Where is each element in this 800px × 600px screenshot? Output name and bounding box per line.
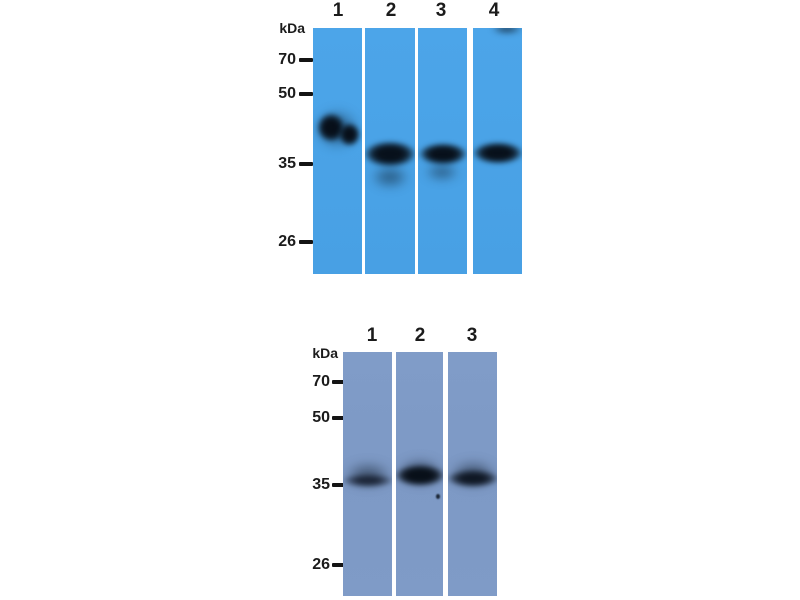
top-marker-35-tick [299, 162, 313, 166]
top-marker-70: 70 [278, 51, 296, 68]
bottom-lane-3 [448, 352, 497, 596]
top-marker-35: 35 [278, 155, 296, 172]
bottom-marker-35: 35 [312, 476, 330, 493]
top-lane4-band-36kda [473, 141, 522, 165]
top-marker-50: 50 [278, 85, 296, 102]
bottom-lane-label-1: 1 [366, 325, 378, 346]
bottom-lane-label-3: 3 [466, 325, 478, 346]
top-lane3-band-36kda [418, 142, 467, 166]
top-lane-3 [418, 28, 467, 274]
bottom-lane1-band-35kda [343, 473, 392, 488]
top-marker-70-tick [299, 58, 313, 62]
bottom-marker-50: 50 [312, 409, 330, 426]
top-lane-label-4: 4 [488, 0, 500, 21]
bottom-lane2-band-36kda [396, 464, 443, 487]
bottom-marker-26-tick [332, 563, 344, 567]
top-lane3-band-shadow [422, 162, 462, 182]
top-marker-26: 26 [278, 233, 296, 250]
bottom-lane-2 [396, 352, 443, 596]
bottom-lane-label-2: 2 [414, 325, 426, 346]
top-kda-label: kDa [279, 20, 305, 36]
top-lane2-band-36kda [365, 140, 415, 168]
top-marker-26-tick [299, 240, 313, 244]
top-lane-2 [365, 28, 415, 274]
top-lane2-band-shadow [368, 164, 412, 190]
top-lane-label-3: 3 [435, 0, 447, 21]
top-lane1-band-40kda-lobe [338, 122, 361, 147]
top-lane-label-2: 2 [385, 0, 397, 21]
bottom-kda-label: kDa [312, 345, 338, 361]
bottom-lane2-speck [436, 494, 440, 499]
bottom-marker-26: 26 [312, 556, 330, 573]
top-lane-1 [313, 28, 362, 274]
top-lane4-edge-smudge [490, 28, 522, 35]
bottom-marker-50-tick [332, 416, 344, 420]
top-lane-label-1: 1 [332, 0, 344, 21]
bottom-marker-70: 70 [312, 373, 330, 390]
bottom-marker-35-tick [332, 483, 344, 487]
bottom-lane-1 [343, 352, 392, 596]
bottom-lane3-band-35kda [448, 469, 497, 488]
top-marker-50-tick [299, 92, 313, 96]
bottom-marker-70-tick [332, 380, 344, 384]
top-lane-4 [473, 28, 522, 274]
